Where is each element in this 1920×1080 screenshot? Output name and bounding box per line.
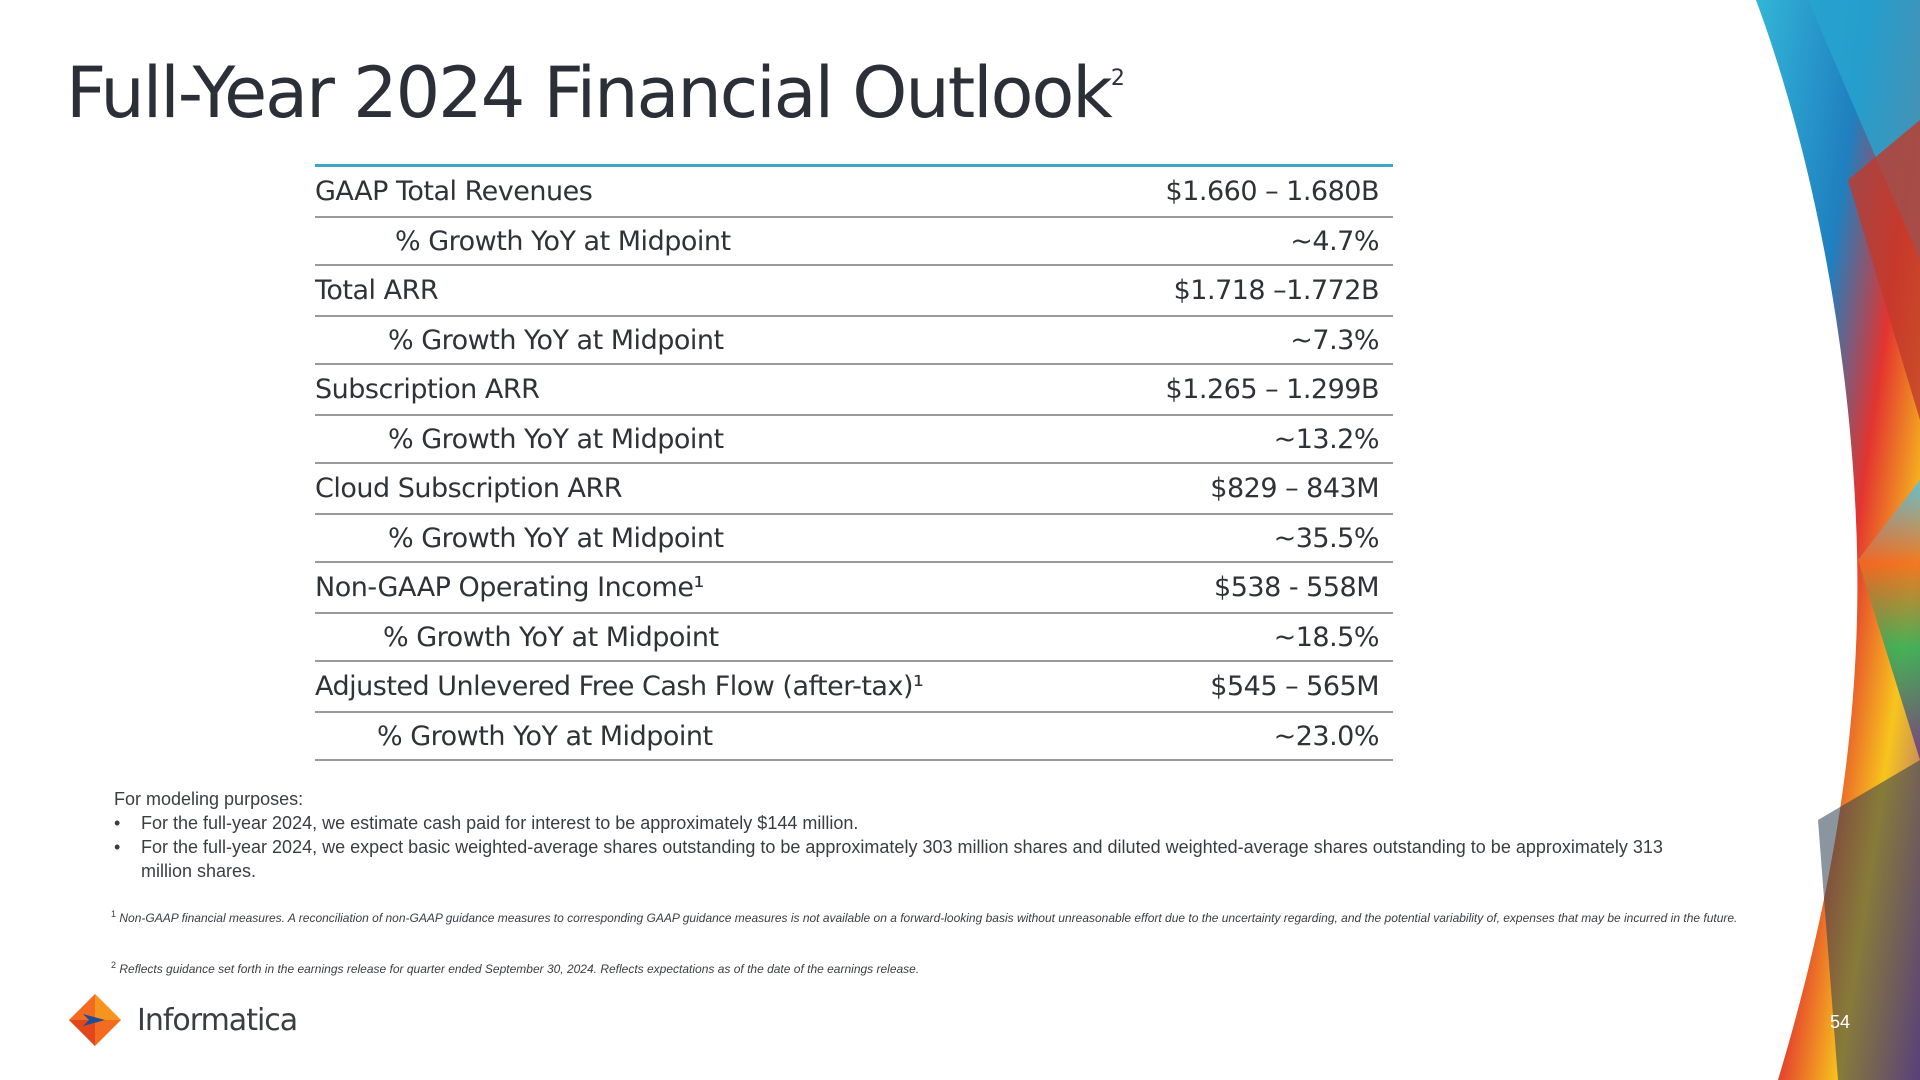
metric-label: % Growth YoY at Midpoint xyxy=(383,621,719,653)
metric-value: ~4.7% xyxy=(1290,225,1379,257)
growth-row: % Growth YoY at Midpoint ~35.5% xyxy=(315,515,1393,563)
footnote-mark: 1 xyxy=(111,909,117,919)
page-title: Full-Year 2024 Financial Outlook2 xyxy=(66,52,1125,134)
modeling-bullets: • For the full-year 2024, we estimate cas… xyxy=(114,811,1674,883)
modeling-notes: For modeling purposes: • For the full-yea… xyxy=(114,787,1674,883)
informatica-diamond-icon xyxy=(69,994,121,1046)
bullet-glyph: • xyxy=(114,813,121,833)
bullet-text: For the full-year 2024, we estimate cash… xyxy=(141,813,859,833)
metric-row: Cloud Subscription ARR $829 – 843M xyxy=(315,464,1393,515)
outlook-table: GAAP Total Revenues $1.660 – 1.680B % Grow… xyxy=(315,164,1393,761)
growth-row: % Growth YoY at Midpoint ~4.7% xyxy=(315,218,1393,266)
metric-label: GAAP Total Revenues xyxy=(315,176,593,207)
modeling-heading: For modeling purposes: xyxy=(114,789,304,809)
bullet-text: For the full-year 2024, we expect basic … xyxy=(141,837,1663,881)
metric-label: % Growth YoY at Midpoint xyxy=(388,324,724,356)
metric-value: $1.265 – 1.299B xyxy=(1165,374,1380,405)
title-text: Full-Year 2024 Financial Outlook xyxy=(66,52,1113,134)
metric-row: Total ARR $1.718 –1.772B xyxy=(315,266,1393,317)
footnote-2: 2 Reflects guidance set forth in the ear… xyxy=(111,957,1741,978)
metric-value: ~23.0% xyxy=(1273,720,1380,752)
page-number: 54 xyxy=(1830,1012,1851,1032)
metric-label: % Growth YoY at Midpoint xyxy=(395,225,731,257)
logo-wordmark: Informatica xyxy=(137,1002,298,1038)
footnote-mark: 2 xyxy=(111,960,117,970)
metric-row: Adjusted Unlevered Free Cash Flow (after… xyxy=(315,662,1393,713)
metric-label: % Growth YoY at Midpoint xyxy=(377,720,713,752)
metric-value: $545 – 565M xyxy=(1210,671,1379,702)
metric-label: % Growth YoY at Midpoint xyxy=(388,522,724,554)
metric-value: ~18.5% xyxy=(1273,621,1380,653)
metric-label: Non-GAAP Operating Income¹ xyxy=(315,572,704,603)
title-footnote-mark: 2 xyxy=(1110,65,1125,91)
growth-row: % Growth YoY at Midpoint ~18.5% xyxy=(315,614,1393,662)
metric-label: Adjusted Unlevered Free Cash Flow (after… xyxy=(315,671,924,702)
metric-row: Non-GAAP Operating Income¹ $538 - 558M xyxy=(315,563,1393,614)
metric-row: Subscription ARR $1.265 – 1.299B xyxy=(315,365,1393,416)
metric-label: Cloud Subscription ARR xyxy=(315,473,623,504)
metric-value: $1.718 –1.772B xyxy=(1173,275,1380,306)
metric-value: $538 - 558M xyxy=(1214,572,1379,603)
metric-value: $829 – 843M xyxy=(1210,473,1379,504)
decorative-side-graphic xyxy=(1756,0,1920,1080)
informatica-logo: Informatica xyxy=(67,992,298,1048)
metric-row: GAAP Total Revenues $1.660 – 1.680B xyxy=(315,167,1393,218)
metric-label: Subscription ARR xyxy=(315,374,540,405)
footnote-1: 1 Non-GAAP financial measures. A reconci… xyxy=(111,906,1741,927)
metric-value: ~13.2% xyxy=(1273,423,1380,455)
metric-label: Total ARR xyxy=(315,275,439,306)
growth-row: % Growth YoY at Midpoint ~23.0% xyxy=(315,713,1393,761)
metric-label: % Growth YoY at Midpoint xyxy=(388,423,724,455)
metric-value: $1.660 – 1.680B xyxy=(1165,176,1380,207)
metric-value: ~35.5% xyxy=(1273,522,1380,554)
modeling-bullet: • For the full-year 2024, we estimate cas… xyxy=(114,811,1674,835)
modeling-bullet: • For the full-year 2024, we expect basic… xyxy=(114,835,1674,883)
footnote-text: Non-GAAP financial measures. A reconcili… xyxy=(119,911,1738,925)
growth-row: % Growth YoY at Midpoint ~7.3% xyxy=(315,317,1393,365)
growth-row: % Growth YoY at Midpoint ~13.2% xyxy=(315,416,1393,464)
metric-value: ~7.3% xyxy=(1290,324,1379,356)
bullet-glyph: • xyxy=(114,837,121,857)
footnote-text: Reflects guidance set forth in the earni… xyxy=(119,962,920,976)
